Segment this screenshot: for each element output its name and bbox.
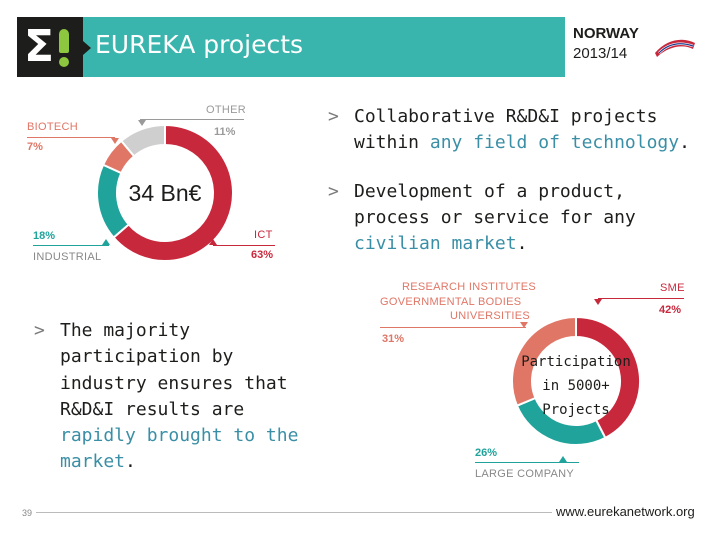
chart1-slice-0 (112, 123, 234, 262)
badge-country: NORWAY (573, 25, 639, 42)
chart1-leader-ict (213, 245, 275, 246)
chart1-center-label: 34 Bn€ (128, 180, 202, 206)
footer-url-link[interactable]: www.eurekanetwork.org (556, 504, 695, 519)
bullet-marker: > (34, 320, 45, 341)
bullet2-line2: process or service for any (354, 207, 636, 228)
eureka-logo: Σ (17, 17, 83, 77)
bullet2-line1: Development of a product, (354, 181, 625, 202)
chart1-leader-other (140, 119, 244, 120)
bullet1-highlight: any field of technology (429, 132, 680, 153)
header-bar: Σ EUREKA projects NORWAY 2013/14 (17, 17, 703, 77)
bullet3-line2: participation by (60, 346, 234, 368)
chart2-label-large: LARGE COMPANY (475, 468, 575, 480)
page-number: 39 (22, 508, 33, 518)
sigma-logo-mark: Σ (24, 21, 55, 72)
chart2-center-line1: Participation (521, 354, 631, 370)
chart1-slice-3 (119, 123, 166, 158)
chart2-slice-2 (511, 315, 577, 408)
bullet1-line1: Collaborative R&D&I projects (354, 106, 658, 127)
chart2-label-research-3: UNIVERSITIES (450, 310, 531, 322)
bullet3-line4: R&D&I results are (60, 398, 245, 420)
bullet3-line3: industry ensures that (60, 372, 288, 394)
page-title: EUREKA projects (95, 30, 304, 59)
chart1-label-other: OTHER (206, 104, 246, 116)
logo-exclamation-dot (59, 57, 69, 67)
bullet3-line5: rapidly brought to the (60, 425, 299, 447)
footer-divider (36, 512, 552, 513)
norway-flag-swoosh-icon (655, 39, 695, 57)
chart1-label-ict: ICT (254, 229, 273, 241)
chart1-leader-industrial (33, 245, 109, 246)
bullet-majority: > The majority participation by industry… (34, 318, 324, 478)
chart2-label-sme: SME (660, 282, 685, 294)
norway-badge: NORWAY 2013/14 (565, 17, 703, 77)
chart2-center-line3: Projects (542, 402, 610, 418)
chart1-arrow-industrial (102, 239, 110, 245)
bullet1-line2: within any field of technology. (354, 132, 690, 153)
chart2-arrow-sme (594, 299, 602, 305)
chart2-value-sme: 42% (659, 304, 682, 316)
bullet3-highlight: market (60, 451, 126, 473)
chart1-value-other: 11% (214, 126, 236, 138)
chart1-arrow-other (138, 120, 146, 126)
chart2-center-label: Participation in 5000+ Projects (508, 350, 644, 422)
chart1-value-industrial: 18% (33, 230, 56, 242)
badge-year: 2013/14 (573, 45, 628, 62)
logo-pointer-icon (83, 41, 91, 55)
chart2-arrow-large (559, 456, 567, 462)
chart1-leader-biotech (27, 137, 115, 138)
bullet-marker: > (328, 181, 339, 202)
bullet3-line1: The majority (60, 320, 191, 341)
chart1-value-ict: 63% (251, 249, 274, 261)
bullet-collaborative: > Collaborative R&D&I projects within an… (328, 104, 708, 158)
bullet-marker: > (328, 106, 339, 127)
bullet3-line6: market. (60, 451, 136, 473)
chart2-leader-large (475, 462, 579, 463)
bullet2-line3: civilian market. (354, 233, 528, 254)
bullet-development: > Development of a product, process or s… (328, 179, 708, 259)
chart2-leader-research (380, 327, 526, 328)
chart2-label-research-2: GOVERNMENTAL BODIES (380, 296, 522, 308)
chart2-value-large: 26% (475, 447, 498, 459)
chart1-arrow-biotech (111, 138, 119, 144)
chart2-arrow-research (520, 322, 528, 328)
chart2-label-research-1: RESEARCH INSTITUTES (402, 281, 537, 293)
chart1-label-biotech: BIOTECH (27, 121, 78, 133)
chart2-leader-sme (598, 298, 684, 299)
chart1-value-biotech: 7% (27, 141, 43, 153)
chart1-arrow-ict (209, 239, 217, 245)
chart2-value-research: 31% (382, 333, 405, 345)
chart1-label-industrial: INDUSTRIAL (33, 251, 102, 263)
bullet2-highlight: civilian market (354, 233, 517, 254)
chart2-center-line2: in 5000+ (542, 378, 610, 394)
logo-exclamation-bar (59, 29, 69, 53)
